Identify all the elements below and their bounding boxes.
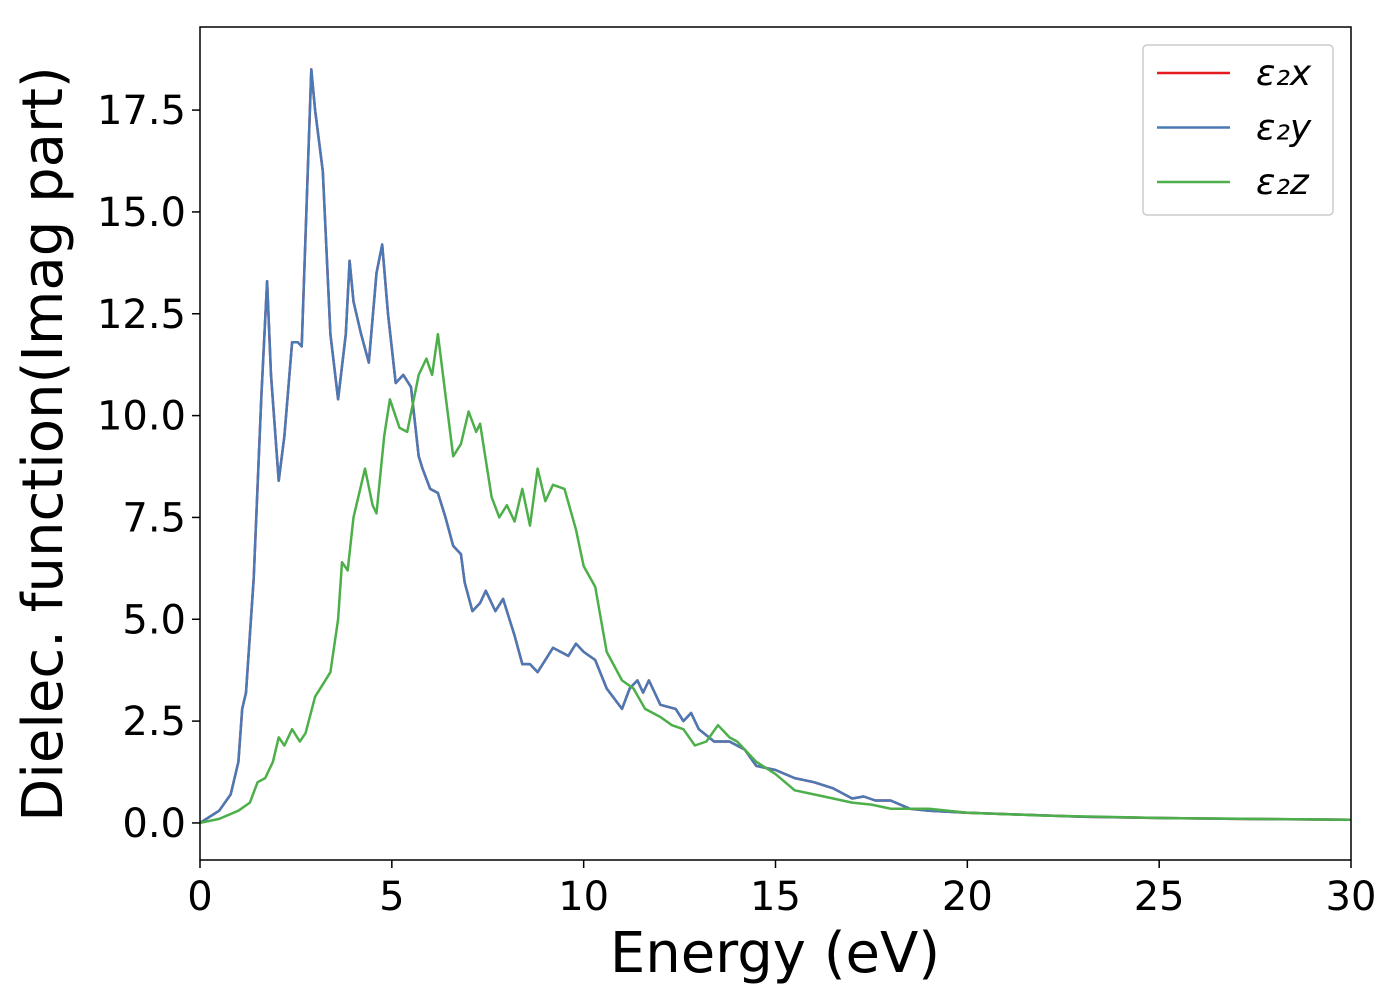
legend-label: ε₂x <box>1256 53 1312 94</box>
data-line <box>199 332 1352 825</box>
data-line <box>199 68 1352 824</box>
plot-frame <box>199 26 1352 861</box>
x-tick-label: 0 <box>187 874 212 920</box>
y-axis-label: Dielec. function(Imag part) <box>11 66 76 822</box>
y-tick-label: 5.0 <box>122 597 186 643</box>
legend-label: ε₂y <box>1256 108 1312 149</box>
legend-box <box>1142 44 1334 216</box>
x-tick-label: 15 <box>750 874 801 920</box>
y-tick-label: 15.0 <box>97 190 186 236</box>
y-tick-label: 17.5 <box>97 88 186 134</box>
legend-label: ε₂z <box>1256 162 1310 203</box>
y-tick-label: 7.5 <box>122 495 186 541</box>
y-tick-label: 0.0 <box>122 801 186 847</box>
y-tick-label: 2.5 <box>122 699 186 745</box>
x-tick-label: 30 <box>1326 874 1377 920</box>
x-tick-label: 25 <box>1134 874 1185 920</box>
x-tick-label: 10 <box>558 874 609 920</box>
y-tick-label: 10.0 <box>97 394 186 440</box>
y-tick-label: 12.5 <box>97 292 186 338</box>
x-tick-label: 5 <box>379 874 404 920</box>
x-axis-label: Energy (eV) <box>610 921 940 986</box>
x-tick-label: 20 <box>942 874 993 920</box>
